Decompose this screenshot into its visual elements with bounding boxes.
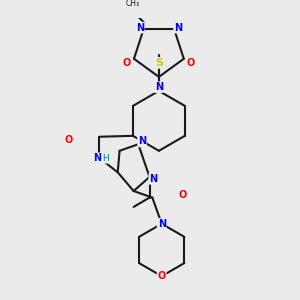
Text: S: S — [155, 58, 163, 68]
Text: O: O — [178, 190, 186, 200]
Text: H: H — [102, 154, 109, 163]
Text: N: N — [93, 153, 101, 163]
Text: N: N — [138, 136, 146, 146]
Text: O: O — [123, 58, 131, 68]
Text: N: N — [136, 22, 144, 33]
Text: O: O — [158, 271, 166, 281]
Text: O: O — [187, 58, 195, 68]
Text: N: N — [158, 219, 166, 229]
Text: O: O — [65, 135, 73, 145]
Text: N: N — [155, 82, 163, 92]
Text: N: N — [149, 174, 157, 184]
Text: N: N — [174, 22, 182, 33]
Text: CH₃: CH₃ — [125, 0, 139, 8]
